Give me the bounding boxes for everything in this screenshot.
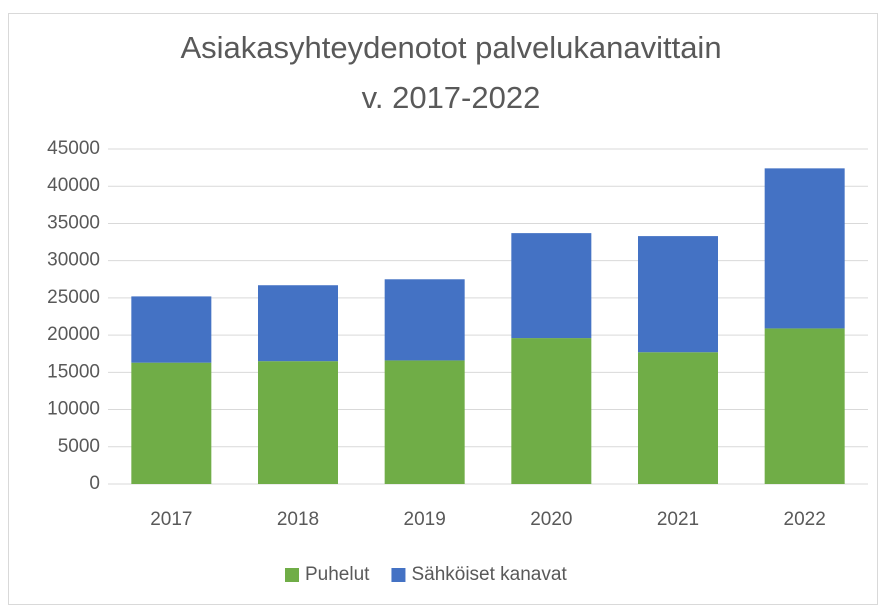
bar-segment [511, 338, 592, 484]
bar-segment [384, 360, 465, 484]
bar-segment [638, 236, 718, 353]
y-tick-label: 0 [89, 473, 100, 494]
legend-swatch [391, 568, 406, 582]
bar-segment [764, 168, 845, 329]
x-tick-label: 2022 [784, 509, 826, 530]
bar-segment [638, 352, 718, 484]
bar-segment [764, 328, 845, 484]
bar-segment [258, 361, 338, 484]
y-tick-label: 20000 [47, 324, 100, 345]
y-tick-label: 10000 [47, 399, 100, 420]
bar-segment [131, 296, 212, 363]
y-tick-label: 35000 [47, 212, 100, 233]
y-tick-label: 25000 [47, 287, 100, 308]
y-tick-label: 15000 [47, 361, 100, 382]
x-tick-label: 2017 [150, 509, 192, 530]
legend-label: Puhelut [305, 564, 370, 585]
bar-segment [384, 279, 465, 361]
x-tick-label: 2021 [657, 509, 699, 530]
bar-segment [511, 233, 592, 339]
legend-label: Sähköiset kanavat [411, 564, 567, 585]
x-tick-label: 2018 [277, 509, 319, 530]
chart-title: Asiakasyhteydenotot palvelukanavittain [180, 30, 721, 65]
chart-title: v. 2017-2022 [362, 80, 541, 115]
x-tick-label: 2020 [530, 509, 572, 530]
y-tick-label: 45000 [47, 138, 100, 159]
x-tick-label: 2019 [404, 509, 446, 530]
legend-swatch [285, 568, 299, 582]
bar-segment [258, 285, 338, 362]
y-tick-label: 40000 [47, 175, 100, 196]
y-tick-label: 30000 [47, 250, 100, 271]
y-tick-label: 5000 [58, 436, 100, 457]
bar-segment [131, 362, 212, 484]
